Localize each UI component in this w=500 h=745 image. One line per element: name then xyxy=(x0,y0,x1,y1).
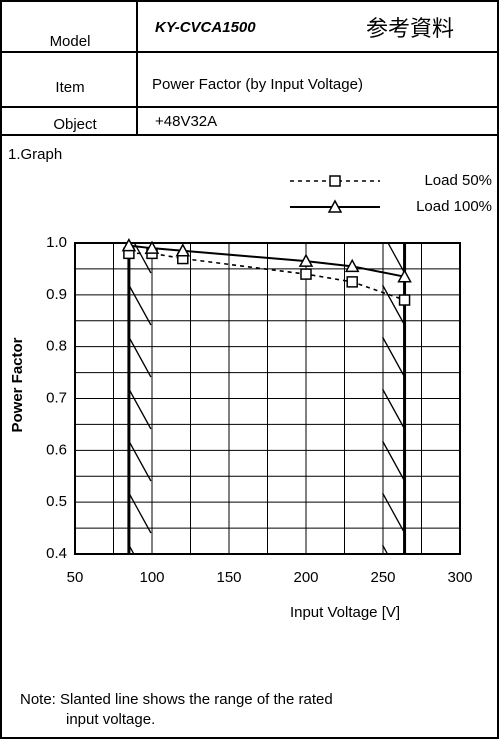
hatch-line xyxy=(128,492,152,534)
hatch-line xyxy=(381,440,406,482)
y-tick-label: 0.6 xyxy=(46,441,67,458)
section-title: 1.Graph xyxy=(8,146,62,163)
legend-marker xyxy=(329,175,341,187)
hatch xyxy=(381,243,406,554)
hatch-line xyxy=(128,336,152,378)
legend-label: Load 50% xyxy=(424,172,492,189)
marker xyxy=(344,258,360,273)
marker xyxy=(298,253,314,267)
hatch xyxy=(128,243,152,554)
item-label: Item xyxy=(55,79,84,96)
marker xyxy=(175,243,191,257)
y-tick-label: 1.0 xyxy=(46,234,67,251)
plot-frame xyxy=(74,242,461,555)
x-axis-label: Input Voltage [V] xyxy=(290,604,400,621)
hatch-line xyxy=(387,243,406,274)
x-tick-label: 300 xyxy=(447,569,472,586)
marker xyxy=(346,276,358,288)
item: Power Factor (by Input Voltage) xyxy=(152,76,363,93)
hatch-line xyxy=(381,336,406,378)
note: Note: Slanted line shows the range of th… xyxy=(20,691,333,708)
object-label: Object xyxy=(53,116,97,133)
note: input voltage. xyxy=(66,711,155,728)
hatch-line xyxy=(128,284,152,326)
marker xyxy=(121,238,137,252)
y-tick-label: 0.7 xyxy=(46,389,67,406)
hatch-line xyxy=(128,440,152,482)
x-tick-label: 200 xyxy=(293,569,318,586)
hatch-line xyxy=(128,544,135,554)
series-line xyxy=(128,252,405,301)
legend-marker xyxy=(327,199,343,213)
y-tick-label: 0.9 xyxy=(46,286,67,303)
legend-label: Load 100% xyxy=(416,198,492,215)
series-line xyxy=(128,244,405,278)
marker xyxy=(398,294,411,306)
marker xyxy=(397,269,412,283)
y-tick-label: 0.4 xyxy=(46,545,67,562)
hatch-line xyxy=(128,388,152,430)
rated-range xyxy=(127,243,407,554)
hatch-line xyxy=(381,284,406,326)
hatch-line xyxy=(381,544,389,554)
x-tick-label: 250 xyxy=(370,569,395,586)
hatch-line xyxy=(381,388,406,430)
model-label: Model xyxy=(50,33,91,50)
x-tick-label: 50 xyxy=(67,569,84,586)
object: +48V32A xyxy=(155,113,217,130)
y-tick-label: 0.5 xyxy=(46,493,67,510)
x-tick-label: 100 xyxy=(139,569,164,586)
reference: 参考資料 xyxy=(366,16,454,41)
marker xyxy=(144,240,160,254)
model: KY-CVCA1500 xyxy=(155,19,256,36)
y-axis-label: Power Factor xyxy=(9,337,26,432)
y-tick-label: 0.8 xyxy=(46,338,67,355)
marker xyxy=(300,268,312,280)
x-tick-label: 150 xyxy=(216,569,241,586)
hatch-line xyxy=(381,492,406,534)
